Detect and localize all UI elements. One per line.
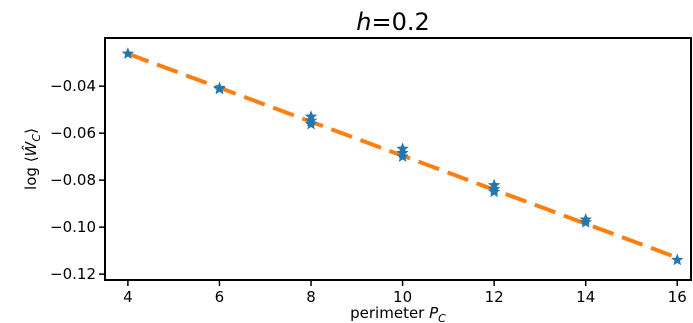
- title-var: h: [356, 8, 371, 36]
- y-tick-label: −0.04: [50, 77, 96, 95]
- title-rest: =0.2: [371, 8, 429, 36]
- x-axis-label: perimeter PC: [350, 304, 446, 323]
- x-axis-ticks: 4 6 8 10 12 14 16: [123, 280, 687, 306]
- x-tick-label: 4: [123, 288, 133, 306]
- x-tick-label: 8: [306, 288, 316, 306]
- y-tick-label: −0.08: [50, 171, 96, 189]
- data-point-star: [396, 150, 409, 162]
- data-point-star: [304, 117, 318, 130]
- x-tick-label: 6: [215, 288, 225, 306]
- x-tick-label: 10: [393, 288, 412, 306]
- y-axis-label-var: Ŵ: [21, 140, 40, 156]
- markers-layer: [121, 47, 684, 266]
- y-tick-label: −0.10: [50, 218, 96, 236]
- x-axis-label-text: perimeter: [350, 304, 429, 322]
- y-axis-label-suffix: ⟩: [22, 128, 40, 134]
- y-axis-label: log ⟨ŴC⟩: [21, 128, 43, 190]
- plot-frame: [104, 37, 692, 281]
- x-tick-label: 14: [576, 288, 595, 306]
- data-point-star: [121, 47, 135, 59]
- data-point-star: [579, 215, 592, 228]
- y-axis-ticks: −0.04 −0.06 −0.08 −0.10 −0.12: [50, 77, 105, 283]
- data-point-star: [213, 82, 226, 95]
- x-axis-label-sub: C: [438, 312, 446, 323]
- y-tick-label: −0.12: [50, 265, 96, 283]
- x-tick-label: 16: [668, 288, 687, 306]
- y-tick-label: −0.06: [50, 124, 96, 142]
- y-axis-label-prefix: log ⟨: [22, 156, 40, 190]
- y-axis-label-sub: C: [30, 134, 43, 142]
- data-point-star: [487, 185, 501, 198]
- data-point-star: [671, 253, 684, 266]
- x-axis-label-var: P: [429, 304, 439, 322]
- x-tick-label: 12: [485, 288, 504, 306]
- chart-title: h=0.2: [356, 8, 430, 36]
